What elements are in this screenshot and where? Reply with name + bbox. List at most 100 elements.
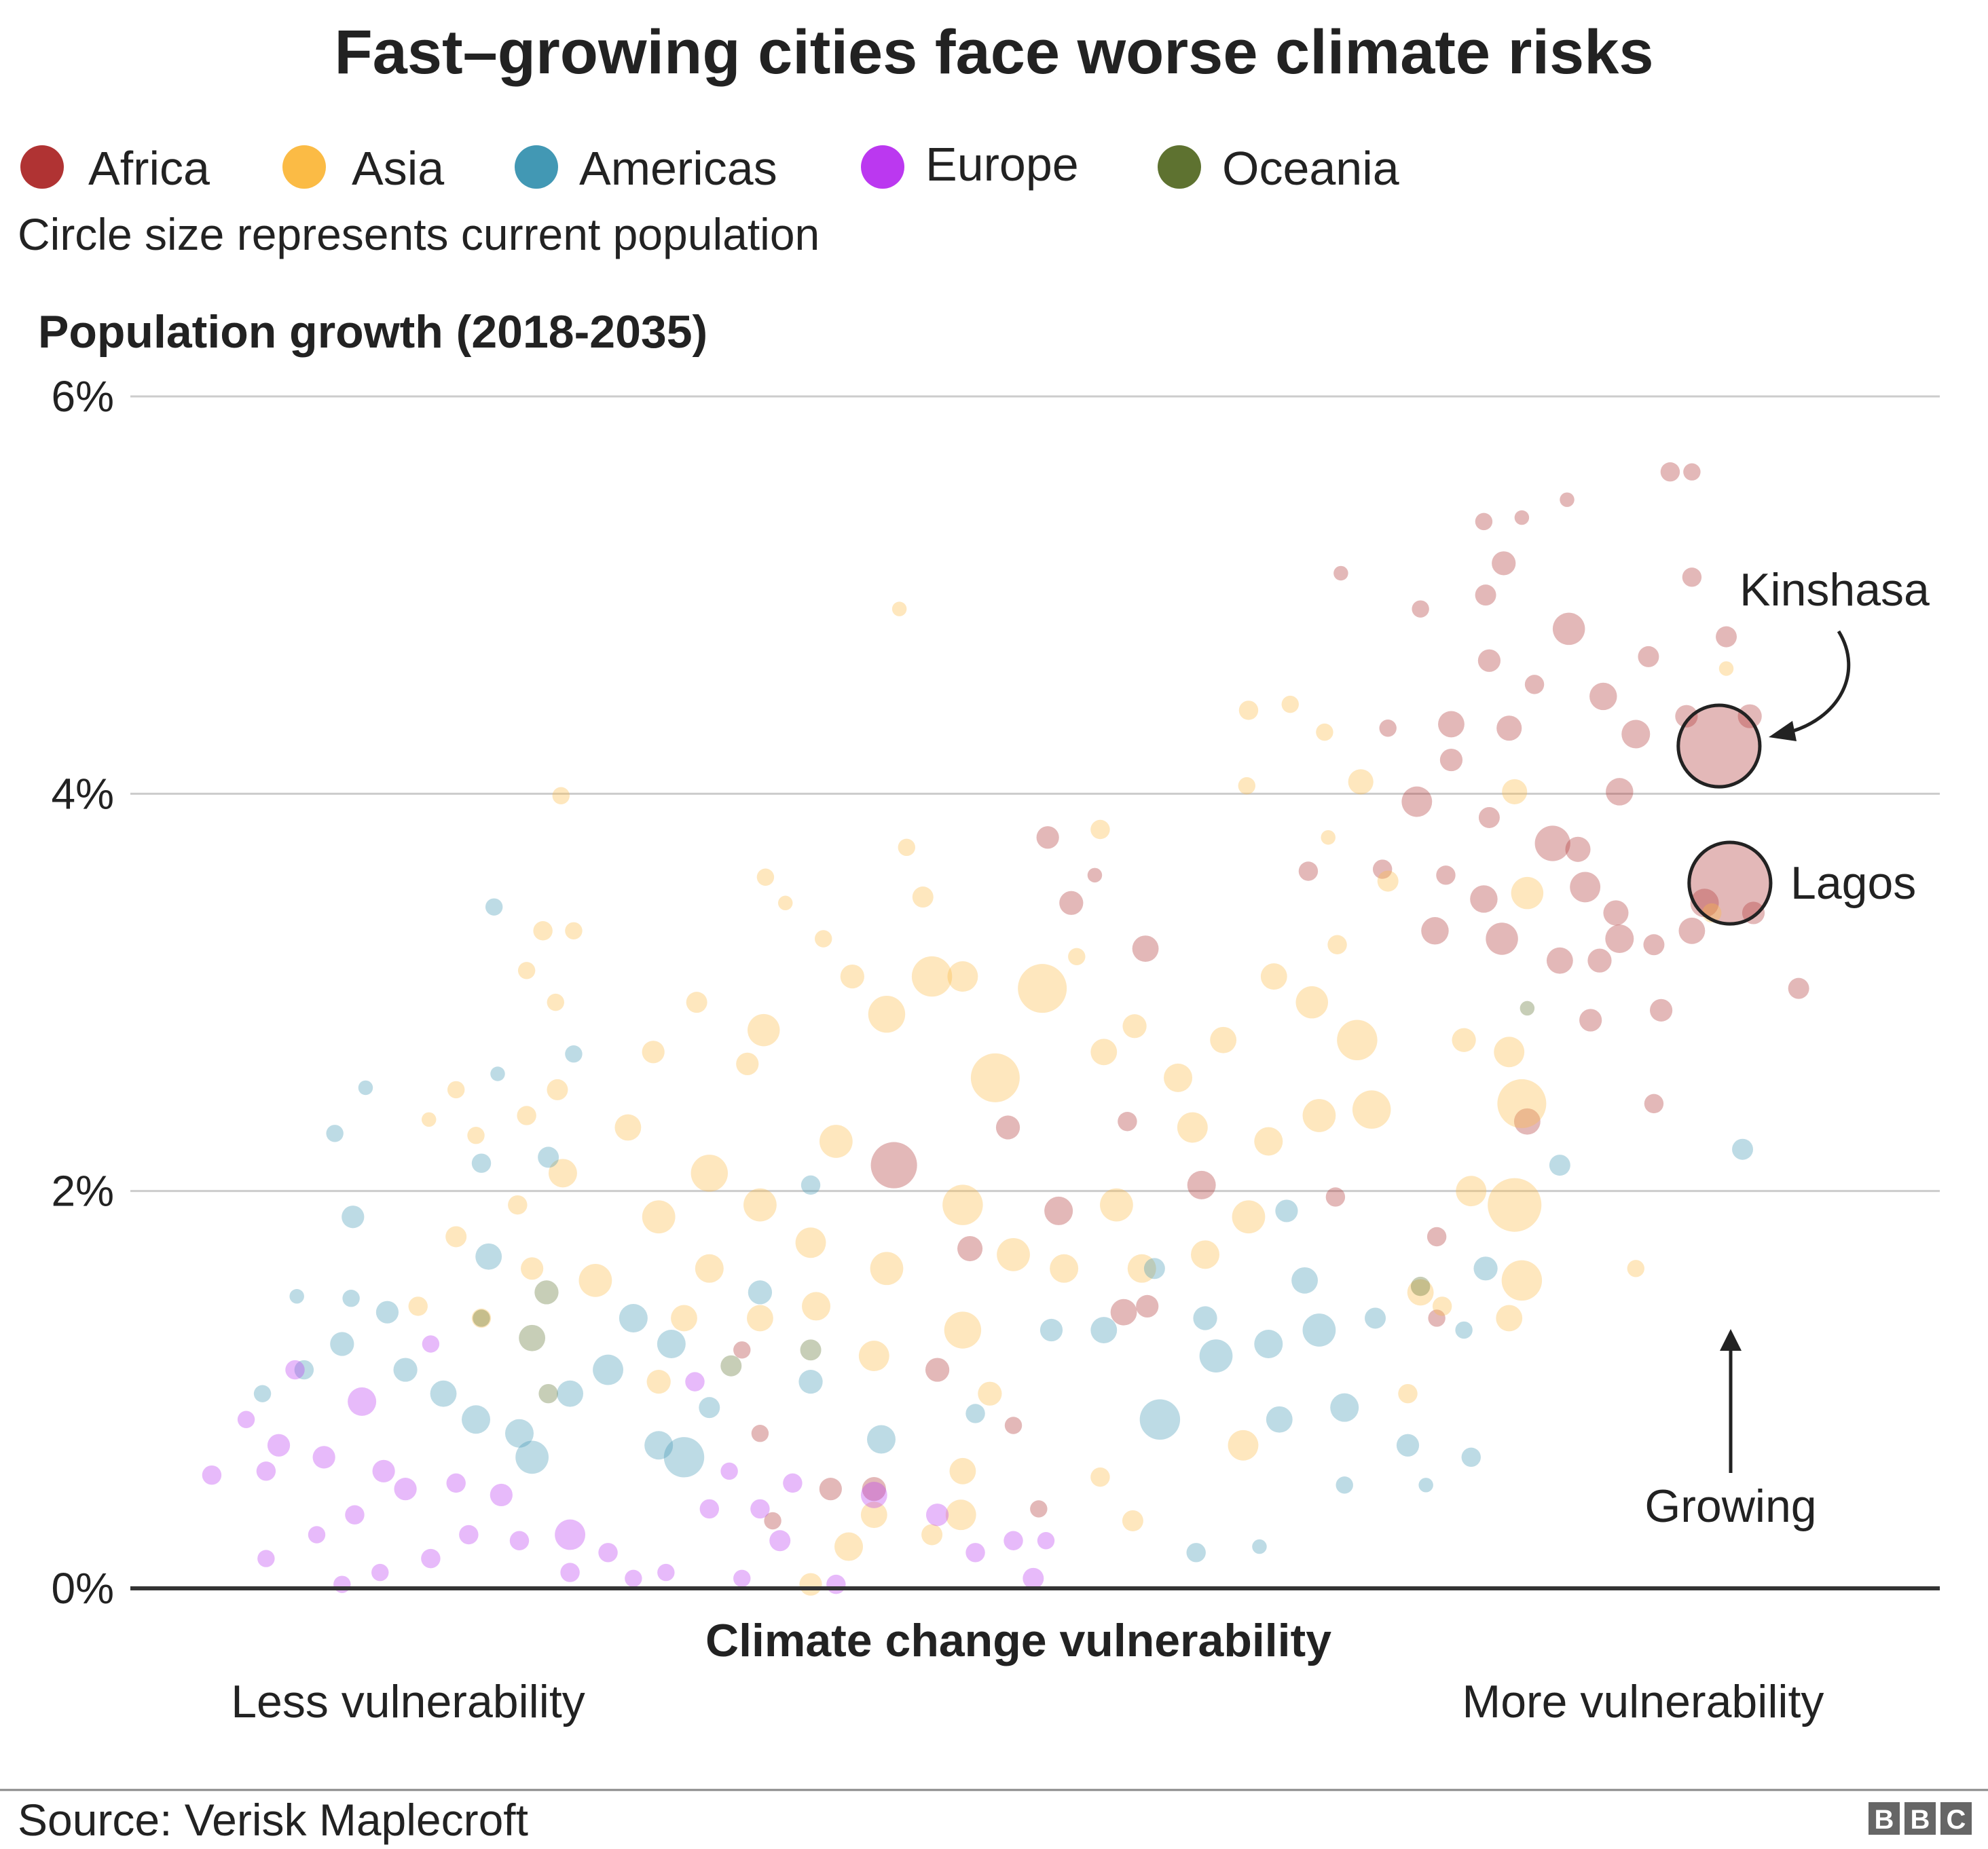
data-point [1587,948,1612,973]
data-point [995,1115,1020,1140]
data-point [965,1543,985,1563]
legend-swatch-americas [515,145,558,189]
legend-label-africa: Africa [88,142,210,195]
data-point [533,921,553,941]
data-point [1333,565,1348,581]
data-point [598,1543,618,1563]
data-point [1546,947,1573,974]
legend-item-oceania: Oceania [1158,142,1399,195]
legend-swatch-asia [282,145,326,189]
data-point [257,1550,275,1567]
data-point [925,1358,950,1382]
data-point [1737,704,1762,728]
data-point [1348,769,1374,795]
data-point [326,1125,344,1142]
data-point [294,1360,314,1380]
data-point [685,1372,705,1392]
data-point [555,1519,586,1550]
bbc-logo-letter: C [1947,1805,1966,1835]
data-point [736,1052,759,1075]
data-point [1475,584,1496,606]
data-point [1678,705,1760,787]
x-axis-label: Climate change vulnerability [705,1615,1331,1666]
data-point [1689,842,1771,924]
data-point [289,1289,304,1304]
legend-swatch-oceania [1158,145,1201,189]
legend-swatch-europe [861,145,904,189]
data-point [912,886,934,908]
data-point [795,1227,826,1258]
lagos-highlight-ring [1687,840,1773,926]
data-point [1488,1178,1542,1232]
data-point [1122,1510,1143,1531]
data-point [1678,917,1706,944]
data-point [421,1112,437,1127]
data-point [408,1296,428,1316]
series-americas [253,898,1754,1563]
data-point [769,1530,791,1552]
data-point [764,1512,781,1530]
data-point [1410,1276,1431,1296]
data-point [1228,1430,1259,1461]
series-oceania [473,1001,1535,1404]
data-point [1266,1406,1293,1433]
data-point [1090,1039,1118,1066]
data-point [1621,720,1651,749]
data-point [1037,1532,1055,1550]
data-point [504,1419,534,1448]
data-point [430,1380,457,1407]
data-point [1023,1567,1044,1589]
legend-label-americas: Americas [579,142,777,195]
data-point [1110,1299,1137,1326]
data-point [1428,1309,1446,1327]
x-axis-high-label: More vulnerability [1462,1676,1824,1727]
data-point [538,1146,559,1168]
data-point [1232,1200,1266,1234]
data-point [342,1289,360,1307]
data-point [517,962,536,979]
data-point [699,1499,720,1519]
data-point [1502,779,1528,804]
data-point [237,1411,255,1428]
data-point [372,1459,395,1482]
data-point [1455,1321,1473,1339]
data-point [743,1188,777,1222]
data-point [1534,825,1570,861]
data-point [663,1437,705,1478]
data-point [814,930,832,948]
data-point [1379,720,1397,737]
data-point [1059,891,1084,915]
data-point [756,868,775,886]
data-point [751,1425,769,1442]
data-point [945,1499,976,1531]
series-asia [408,601,1734,1596]
data-point [1579,1009,1602,1032]
data-point [944,1311,982,1349]
data-point [1456,1176,1487,1207]
data-point [1649,998,1673,1022]
data-point [1164,1063,1193,1092]
data-point [1497,1079,1547,1128]
data-point [371,1563,389,1582]
data-point [1177,1112,1208,1143]
data-point [473,1309,490,1327]
data-point [777,895,793,911]
data-point [1396,1434,1420,1457]
legend: Africa Asia Americas Europe Oceania [20,138,1399,195]
data-point [783,1473,803,1493]
data-point [1514,510,1530,525]
data-point [1644,1094,1664,1114]
data-point [799,1573,822,1596]
data-point [798,1370,823,1394]
data-point [1004,1417,1023,1434]
data-point [538,1383,558,1404]
data-point [644,1431,674,1460]
data-point [547,993,564,1011]
data-point [1068,948,1086,966]
data-point [515,1440,549,1474]
data-point [1421,917,1449,945]
series-europe [202,1335,1055,1594]
data-point [1473,1256,1498,1281]
kinshasa-highlight-ring [1676,703,1762,789]
gridlines [130,395,1940,1193]
